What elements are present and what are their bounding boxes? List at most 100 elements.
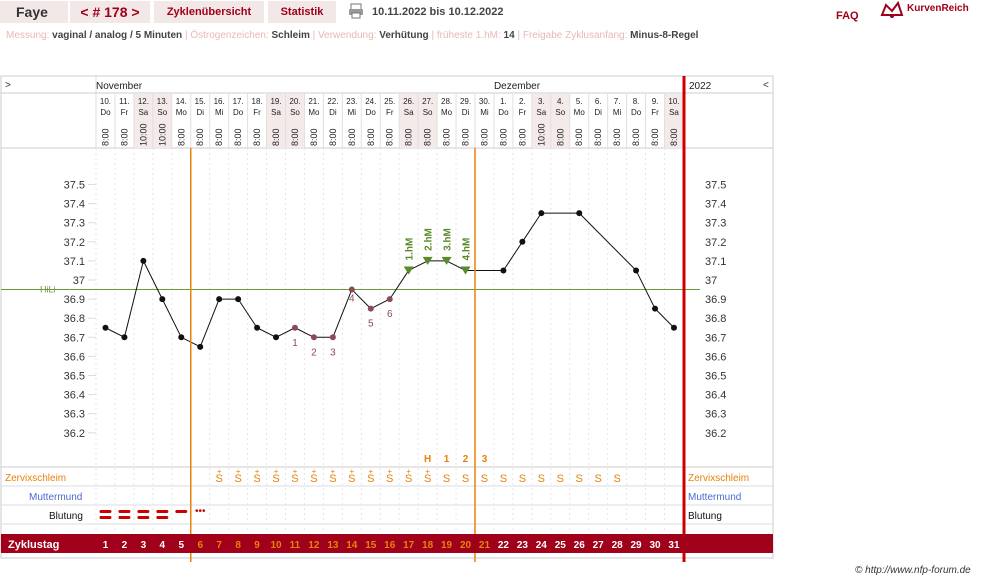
y-tick-left: 36.2	[64, 428, 85, 440]
low-temp-label: 1	[292, 338, 298, 349]
day-weekday: Fr	[651, 108, 659, 117]
info-label: Verwendung:	[318, 30, 380, 41]
temp-point	[633, 267, 640, 274]
day-date: 25.	[384, 97, 395, 106]
cycle-day-number: 22	[498, 540, 510, 551]
bleeding-mark	[118, 510, 131, 513]
info-value: vaginal / analog / 5 Minuten	[52, 30, 185, 41]
day-date: 29.	[460, 97, 471, 106]
cycle-day-number: 14	[346, 540, 358, 551]
y-tick-left: 36.5	[64, 371, 85, 383]
day-date: 11.	[119, 97, 130, 106]
day-date: 19.	[270, 97, 281, 106]
temp-point-low	[386, 296, 393, 303]
cycle-day-number: 13	[327, 540, 339, 551]
y-tick-right: 36.8	[705, 313, 726, 325]
day-time: 8:00	[100, 128, 110, 146]
day-weekday: Di	[594, 108, 602, 117]
day-weekday: Sa	[138, 108, 148, 117]
temp-line	[521, 212, 542, 243]
hili-label: HiLi	[40, 285, 56, 295]
y-tick-right: 36.7	[705, 332, 726, 344]
bleeding-mark	[99, 510, 112, 513]
bleeding-mark	[118, 516, 131, 519]
zervix-value: S	[557, 473, 564, 485]
day-time: 8:00	[423, 128, 433, 146]
cycle-day-number: 5	[178, 540, 184, 551]
day-date: 2.	[519, 97, 526, 106]
temp-line	[199, 298, 220, 348]
y-tick-right: 37	[705, 275, 717, 287]
y-tick-right: 37.3	[705, 218, 726, 230]
bleeding-mark	[137, 510, 150, 513]
day-weekday: Do	[233, 108, 244, 117]
zervix-plus: +	[387, 467, 392, 476]
temp-point	[216, 296, 223, 303]
day-date: 10.	[100, 97, 111, 106]
peak-label: 2	[463, 454, 469, 465]
zervix-value: S	[576, 473, 583, 485]
info-item: | Verwendung: Verhütung	[313, 30, 432, 41]
cycle-day-number: 16	[384, 540, 396, 551]
weekend-shade	[399, 94, 419, 148]
cycle-day-number: 10	[270, 540, 282, 551]
day-time: 10:00	[138, 123, 148, 146]
day-weekday: Mi	[480, 108, 489, 117]
tab-cycle-overview[interactable]: Zyklenübersicht	[154, 1, 264, 23]
day-weekday: So	[555, 108, 565, 117]
day-date: 20.	[289, 97, 300, 106]
day-date: 17.	[233, 97, 244, 106]
info-value: Verhütung	[379, 30, 432, 41]
temp-point-high	[441, 256, 452, 265]
top-bar: Faye < # 178 > Zyklenübersicht Statistik…	[0, 0, 981, 26]
high-temp-label: 2.hM	[424, 228, 435, 251]
zervix-value: S	[367, 473, 374, 485]
nav-right-arrow: <	[763, 80, 769, 91]
day-date: 14.	[176, 97, 187, 106]
cycle-day-number: 21	[479, 540, 491, 551]
copyright: © http://www.nfp-forum.de	[855, 565, 971, 576]
day-weekday: So	[423, 108, 433, 117]
day-time: 8:00	[195, 128, 205, 146]
temp-point	[652, 305, 659, 312]
day-time: 8:00	[498, 128, 508, 146]
zyklustag-label: Zyklustag	[8, 539, 59, 551]
weekend-shade	[531, 94, 551, 148]
weekend-shade	[152, 94, 172, 148]
cycle-day-number: 6	[197, 540, 203, 551]
zervix-value: S	[500, 473, 507, 485]
tab-statistics[interactable]: Statistik	[268, 1, 336, 23]
zervix-plus: +	[274, 467, 279, 476]
day-weekday: Di	[329, 108, 337, 117]
temp-line	[105, 327, 125, 338]
brand-name[interactable]: KurvenReich	[907, 3, 969, 14]
y-tick-right: 36.6	[705, 351, 726, 363]
bleeding-mark	[156, 516, 169, 519]
y-tick-right: 36.4	[705, 390, 726, 402]
y-tick-right: 36.9	[705, 294, 726, 306]
y-tick-left: 36.9	[64, 294, 85, 306]
day-weekday: Mo	[441, 108, 453, 117]
y-tick-left: 37	[73, 275, 85, 287]
cycle-navigator[interactable]: < # 178 >	[70, 1, 150, 23]
faq-link[interactable]: FAQ	[836, 10, 859, 22]
zervix-value: S	[424, 473, 431, 485]
brand-logo-icon[interactable]	[880, 0, 904, 23]
day-weekday: Fr	[519, 108, 527, 117]
bleeding-mark	[156, 510, 169, 513]
zyklustag-bar	[1, 534, 684, 553]
low-temp-label: 2	[311, 347, 317, 358]
blutung-row-label-right: Blutung	[688, 511, 722, 522]
high-temp-label: 1.hM	[405, 238, 416, 261]
temp-line	[237, 298, 258, 329]
temp-line	[370, 298, 390, 310]
day-date: 28.	[441, 97, 452, 106]
cycle-day-number: 29	[631, 540, 643, 551]
print-icon[interactable]	[348, 3, 364, 25]
high-temp-label: 3.hM	[443, 228, 454, 251]
day-time: 8:00	[233, 128, 243, 146]
cycle-day-number: 9	[254, 540, 260, 551]
day-time: 8:00	[366, 128, 376, 146]
day-time: 8:00	[252, 128, 262, 146]
day-weekday: Mi	[215, 108, 224, 117]
